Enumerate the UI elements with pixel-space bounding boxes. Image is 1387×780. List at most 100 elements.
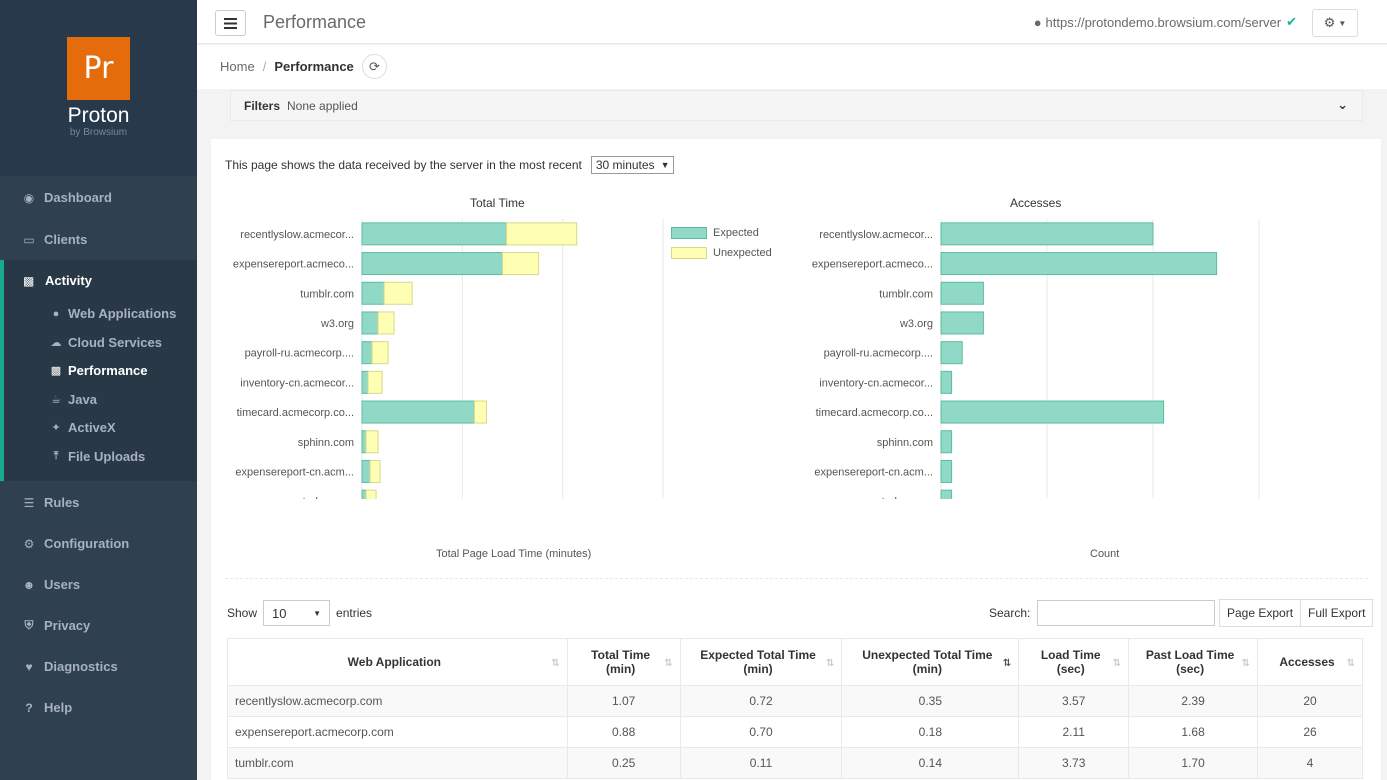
total-time-bar-unexpected [367, 370, 383, 394]
total-time-bar-unexpected [369, 459, 381, 483]
nav-users[interactable]: ☻ Users [0, 564, 197, 605]
nav-file-uploads-label: File Uploads [68, 449, 146, 464]
nav-cloud-services[interactable]: ☁ Cloud Services [50, 335, 162, 350]
column-header-label: Accesses [1279, 655, 1335, 669]
nav-java[interactable]: ☕ Java [50, 392, 97, 407]
total-time-category-label: expensereport-cn.acm... [235, 466, 354, 478]
total-time-bar-unexpected [371, 341, 389, 365]
breadcrumb-bar: Home / Performance ⟳ [197, 45, 1387, 89]
breadcrumb: Home / Performance [220, 59, 354, 74]
nav-web-applications[interactable]: ● Web Applications [50, 306, 177, 321]
nav-configuration-label: Configuration [44, 536, 130, 551]
table-cell: 0.88 [566, 716, 681, 748]
accesses-bar [940, 400, 1165, 424]
table-cell: 0.72 [679, 685, 843, 717]
breadcrumb-home[interactable]: Home [220, 59, 255, 74]
total-time-bar-expected [361, 222, 507, 246]
nav-privacy[interactable]: ⛨ Privacy [0, 605, 197, 646]
nav-help[interactable]: ? Help [0, 687, 197, 728]
table-cell: 1.07 [566, 685, 681, 717]
nav-activity-group: ▩ Activity ● Web Applications ☁ Cloud Se… [0, 260, 197, 481]
caret-down-icon: ▼ [660, 160, 670, 170]
chevron-down-icon[interactable]: ⌄ [1337, 97, 1348, 112]
column-header[interactable]: Load Time (sec) ⇅ [1018, 638, 1130, 686]
column-header[interactable]: Past Load Time (sec) ⇅ [1128, 638, 1259, 686]
column-header[interactable]: Total Time (min) ⇅ [566, 638, 681, 686]
caret-down-icon: ▼ [313, 608, 322, 618]
table-row[interactable]: recentlyslow.acmecorp.com 1.07 0.72 0.35… [227, 685, 1363, 717]
column-header[interactable]: Unexpected Total Time (min) ⇅ [841, 638, 1020, 686]
total-time-bar-unexpected [383, 281, 413, 305]
search-input[interactable] [1037, 600, 1216, 626]
column-header-label: Expected Total Time (min) [700, 648, 816, 676]
check-icon: ✔ [1286, 14, 1297, 29]
bar-chart-icon: ▩ [23, 273, 35, 288]
upload-icon: ⤒ [53, 450, 59, 462]
total-time-bar-unexpected [473, 400, 487, 424]
nav-dashboard[interactable]: ◉ Dashboard [0, 177, 197, 218]
proton-logo[interactable]: Pr [67, 37, 130, 100]
total-time-bar-expected [361, 489, 367, 499]
time-range-value: 30 minutes [595, 158, 655, 172]
time-range-select[interactable]: 30 minutes ▼ [590, 156, 675, 174]
page-export-button[interactable]: Page Export [1219, 599, 1302, 627]
table-cell: 0.18 [841, 716, 1020, 748]
breadcrumb-separator: / [262, 59, 267, 74]
table-header-row: Web Application ⇅ Total Time (min) ⇅ Expec… [227, 638, 1363, 686]
table-row[interactable]: tumblr.com 0.25 0.11 0.14 3.73 1.70 4 [227, 747, 1363, 779]
column-header-label: Load Time (sec) [1040, 648, 1101, 676]
shield-icon: ⛨ [24, 618, 34, 632]
table-cell: 2.39 [1128, 685, 1259, 717]
accesses-bar [940, 281, 984, 305]
table-cell: 20 [1257, 685, 1363, 717]
accesses-bar [940, 252, 1218, 276]
gear-icon: ⚙ [1323, 15, 1336, 30]
export-button-group: Page Export Full Export [1219, 599, 1374, 627]
nav-rules[interactable]: ☰ Rules [0, 482, 197, 523]
filters-bar[interactable]: Filters None applied ⌄ [230, 90, 1363, 121]
refresh-button[interactable]: ⟳ [362, 54, 387, 79]
total-time-bar-expected [361, 281, 385, 305]
total-time-category-label: expensereport.acmeco... [233, 259, 354, 271]
accesses-bar [940, 341, 963, 365]
table-cell: 1.70 [1128, 747, 1259, 779]
server-url[interactable]: ● https://protondemo.browsium.com/server… [1034, 14, 1297, 30]
nav-activex-label: ActiveX [68, 420, 116, 435]
globe-icon: ● [52, 307, 60, 320]
column-header[interactable]: Expected Total Time (min) ⇅ [679, 638, 843, 686]
accesses-chart-title: Accesses [1010, 196, 1062, 210]
sort-icon: ⇅ [551, 658, 560, 669]
charts-area: 00.511.5recentlyslow.acmecor...expensere… [233, 219, 1260, 499]
accesses-bar [940, 222, 1154, 246]
total-time-bar-unexpected [377, 311, 395, 335]
accesses-bar [940, 311, 984, 335]
nav-activex[interactable]: ✦ ActiveX [50, 420, 116, 435]
performance-table: Web Application ⇅ Total Time (min) ⇅ Expec… [227, 638, 1363, 779]
total-time-bar-expected [361, 311, 379, 335]
legend-label-expected: Expected [713, 227, 759, 239]
column-header[interactable]: Accesses ⇅ [1257, 638, 1363, 686]
total-time-category-label: payroll-ru.acmecorp.... [245, 348, 354, 360]
settings-dropdown-button[interactable]: ⚙ ▼ [1312, 9, 1358, 37]
nav-activity[interactable]: ▩ Activity [23, 273, 92, 288]
search-label: Search: [989, 606, 1031, 620]
accesses-category-label: tumblr.com [879, 288, 933, 300]
nav-performance[interactable]: ▩ Performance [50, 363, 148, 378]
total-time-xlabel: Total Page Load Time (minutes) [436, 548, 592, 560]
total-time-category-label: recentlyslow.acmecor... [240, 229, 354, 241]
filters-label: Filters [244, 98, 281, 113]
nav-diagnostics[interactable]: ♥ Diagnostics [0, 646, 197, 687]
menu-toggle-button[interactable] [215, 10, 246, 36]
entries-select[interactable]: 10 ▼ [263, 600, 331, 626]
nav-file-uploads[interactable]: ⤒ File Uploads [50, 449, 146, 464]
nav-clients[interactable]: ▭ Clients [0, 219, 197, 260]
legend-item-expected: Expected [671, 223, 772, 243]
total-time-category-label: tumblr.com [300, 288, 354, 300]
nav-configuration[interactable]: ⚙ Configuration [0, 523, 197, 564]
show-label: Show [227, 606, 258, 620]
table-row[interactable]: expensereport.acmecorp.com 0.88 0.70 0.1… [227, 716, 1363, 748]
globe-icon: ● [1033, 14, 1042, 30]
table-cell: 26 [1257, 716, 1363, 748]
full-export-button[interactable]: Full Export [1301, 599, 1374, 627]
column-header[interactable]: Web Application ⇅ [227, 638, 568, 686]
